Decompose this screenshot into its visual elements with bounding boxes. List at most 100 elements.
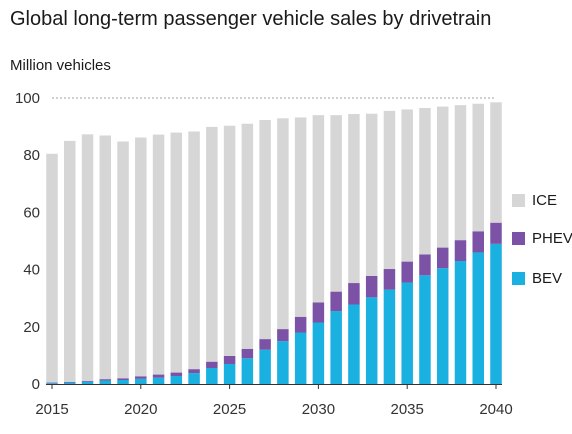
bar-bev-2040 bbox=[490, 243, 502, 384]
bar-phev-2016 bbox=[64, 381, 76, 383]
bar-bev-2025 bbox=[223, 363, 236, 384]
x-tick-label-2025: 2025 bbox=[213, 401, 246, 418]
bar-phev-2030 bbox=[312, 302, 325, 323]
bar-ice-2017 bbox=[81, 134, 94, 381]
bar-ice-2032 bbox=[348, 114, 360, 284]
bar-ice-2035 bbox=[401, 109, 413, 262]
bar-ice-2036 bbox=[419, 108, 431, 255]
bar-phev-2033 bbox=[365, 275, 378, 298]
bar-ice-2030 bbox=[312, 115, 325, 303]
bar-phev-2022 bbox=[170, 372, 183, 376]
bar-ice-2029 bbox=[294, 117, 307, 317]
legend-item-ice: ICE bbox=[512, 192, 557, 209]
bar-bev-2022 bbox=[170, 375, 183, 384]
bar-bev-2035 bbox=[401, 282, 413, 384]
bar-bev-2029 bbox=[294, 332, 307, 384]
bar-bev-2036 bbox=[419, 275, 431, 384]
bar-phev-2017 bbox=[81, 380, 94, 382]
bar-phev-2034 bbox=[383, 269, 396, 290]
bar-phev-2037 bbox=[436, 247, 449, 269]
bar-bev-2027 bbox=[259, 349, 271, 384]
legend-item-phev: PHEV bbox=[512, 230, 572, 247]
bar-phev-2038 bbox=[454, 240, 467, 262]
x-tick-label-2015: 2015 bbox=[35, 401, 68, 418]
legend-swatch-phev bbox=[512, 232, 525, 245]
bar-bev-2018 bbox=[99, 380, 112, 384]
bar-ice-2031 bbox=[330, 115, 342, 292]
y-axis-unit-label: Million vehicles bbox=[10, 57, 111, 74]
bar-phev-2040 bbox=[490, 222, 502, 244]
bar-bev-2034 bbox=[383, 289, 396, 384]
bar-ice-2038 bbox=[454, 105, 467, 241]
x-axis-ticks: 2015 2020 2025 2030 2035 2040 bbox=[35, 384, 513, 418]
bar-phev-2024 bbox=[206, 361, 218, 368]
bar-bev-2021 bbox=[152, 377, 165, 384]
bar-bev-2030 bbox=[312, 322, 325, 384]
x-tick-label-2040: 2040 bbox=[479, 401, 512, 418]
bar-ice-2037 bbox=[436, 106, 449, 248]
y-tick-label-0: 0 bbox=[32, 376, 40, 393]
bar-ice-2023 bbox=[188, 131, 200, 370]
bar-ice-2033 bbox=[365, 113, 378, 276]
bar-phev-2035 bbox=[401, 261, 413, 283]
bar-phev-2019 bbox=[117, 378, 129, 380]
bar-bev-2024 bbox=[206, 367, 218, 384]
bar-phev-2021 bbox=[152, 374, 165, 378]
bar-ice-2018 bbox=[99, 135, 112, 380]
bar-ice-2015 bbox=[46, 153, 58, 383]
x-tick-label-2030: 2030 bbox=[302, 401, 335, 418]
bar-ice-2026 bbox=[241, 123, 254, 349]
bar-phev-2023 bbox=[188, 369, 200, 374]
bar-phev-2015 bbox=[46, 382, 58, 384]
bar-bev-2037 bbox=[436, 268, 449, 384]
x-tick-label-2020: 2020 bbox=[124, 401, 157, 418]
x-tick-label-2035: 2035 bbox=[391, 401, 424, 418]
bar-bev-2016 bbox=[64, 382, 76, 384]
bar-bev-2032 bbox=[348, 304, 360, 384]
bar-bev-2028 bbox=[277, 341, 289, 384]
bar-bev-2019 bbox=[117, 379, 129, 384]
y-tick-label-80: 80 bbox=[23, 147, 40, 164]
bar-bev-2017 bbox=[81, 381, 94, 384]
bar-ice-2019 bbox=[117, 141, 129, 379]
y-tick-label-20: 20 bbox=[23, 319, 40, 336]
bar-bev-2038 bbox=[454, 261, 467, 384]
bar-phev-2036 bbox=[419, 254, 431, 276]
legend-label-bev: BEV bbox=[532, 270, 563, 287]
bar-bev-2033 bbox=[365, 297, 378, 384]
bar-phev-2039 bbox=[472, 231, 484, 253]
bar-ice-2027 bbox=[259, 120, 271, 340]
bar-bev-2023 bbox=[188, 373, 200, 384]
bar-phev-2028 bbox=[277, 329, 289, 342]
legend: ICE PHEV BEV bbox=[512, 0, 572, 434]
bar-phev-2031 bbox=[330, 291, 342, 312]
bar-bev-2015 bbox=[46, 383, 58, 384]
bar-phev-2026 bbox=[241, 348, 254, 359]
bar-bev-2026 bbox=[241, 358, 254, 384]
bar-bev-2039 bbox=[472, 252, 484, 384]
bar-ice-2024 bbox=[206, 126, 218, 362]
legend-swatch-ice bbox=[512, 194, 525, 207]
bar-bev-2031 bbox=[330, 311, 342, 384]
legend-swatch-bev bbox=[512, 272, 525, 285]
y-tick-label-40: 40 bbox=[23, 262, 40, 279]
legend-item-bev: BEV bbox=[512, 270, 562, 287]
bar-phev-2032 bbox=[348, 283, 360, 305]
y-tick-label-60: 60 bbox=[23, 204, 40, 221]
y-axis-ticks: 0 20 40 60 80 100 bbox=[15, 90, 40, 393]
bar-ice-2039 bbox=[472, 103, 484, 232]
bars bbox=[46, 102, 502, 384]
bar-ice-2016 bbox=[64, 140, 76, 382]
bar-ice-2034 bbox=[383, 110, 396, 270]
bar-ice-2040 bbox=[490, 102, 502, 223]
legend-label-phev: PHEV bbox=[532, 230, 572, 247]
bar-phev-2025 bbox=[223, 355, 236, 364]
bar-ice-2025 bbox=[223, 125, 236, 356]
bar-ice-2021 bbox=[152, 134, 165, 375]
bar-ice-2022 bbox=[170, 132, 183, 373]
bar-phev-2018 bbox=[99, 379, 112, 381]
bar-ice-2020 bbox=[135, 137, 147, 377]
bar-phev-2020 bbox=[135, 376, 147, 379]
bar-phev-2027 bbox=[259, 339, 271, 350]
